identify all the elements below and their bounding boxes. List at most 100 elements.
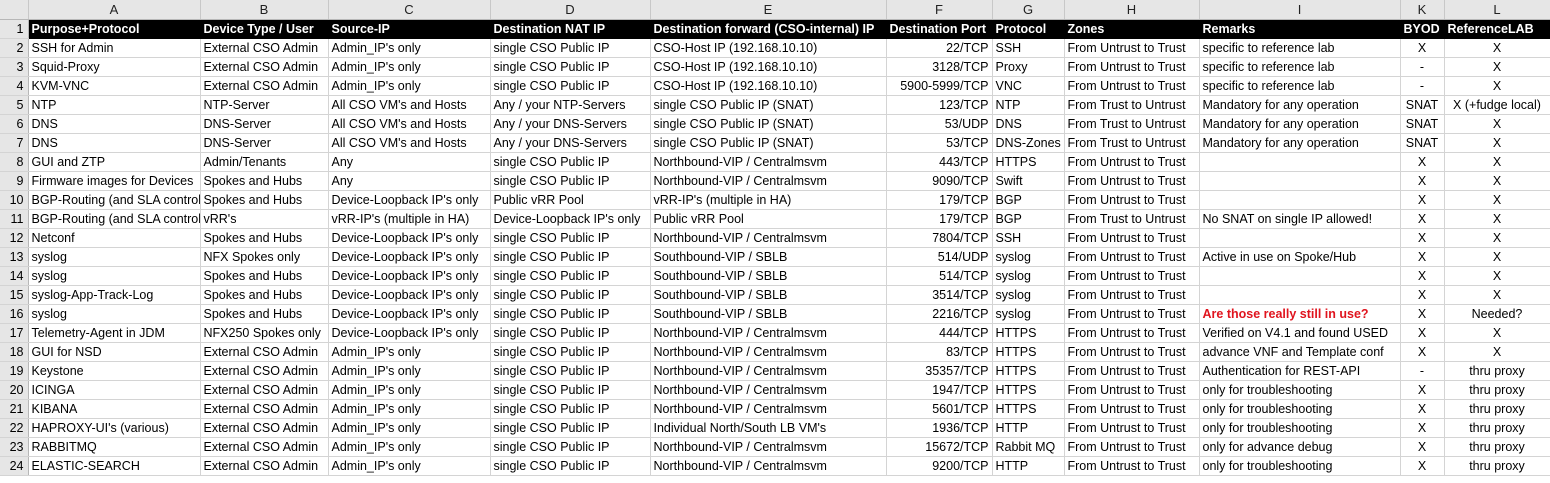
table-cell[interactable]: Any / your DNS-Servers (490, 133, 651, 153)
table-cell[interactable]: DNS-Zones (992, 133, 1065, 153)
table-cell[interactable]: X (1444, 57, 1550, 77)
table-cell[interactable]: Admin_IP's only (328, 437, 491, 457)
table-cell[interactable]: External CSO Admin (200, 418, 329, 438)
table-cell[interactable]: single CSO Public IP (490, 380, 651, 400)
table-cell[interactable]: X (1444, 190, 1550, 210)
table-cell[interactable]: SSH (992, 38, 1065, 58)
table-cell[interactable]: - (1400, 57, 1445, 77)
table-cell[interactable]: X (1400, 399, 1445, 419)
table-cell[interactable]: Spokes and Hubs (200, 190, 329, 210)
table-cell[interactable]: DNS-Server (200, 133, 329, 153)
table-cell[interactable]: 2216/TCP (886, 304, 993, 324)
table-cell[interactable]: HTTPS (992, 342, 1065, 362)
table-cell[interactable]: X (1400, 342, 1445, 362)
header-cell[interactable]: Remarks (1199, 19, 1401, 39)
row-number[interactable]: 18 (0, 342, 29, 362)
row-number[interactable]: 24 (0, 456, 29, 476)
table-cell[interactable]: X (1400, 285, 1445, 305)
table-cell[interactable]: X (1444, 228, 1550, 248)
table-cell[interactable]: Rabbit MQ (992, 437, 1065, 457)
table-cell[interactable]: BGP-Routing (and SLA control (28, 209, 201, 229)
table-cell[interactable]: From Untrust to Trust (1064, 323, 1200, 343)
table-cell[interactable]: Admin_IP's only (328, 57, 491, 77)
table-cell[interactable]: Northbound-VIP / Centralmsvm (650, 323, 887, 343)
table-cell[interactable]: 514/TCP (886, 266, 993, 286)
table-cell[interactable]: 3514/TCP (886, 285, 993, 305)
table-cell[interactable]: Southbound-VIP / SBLB (650, 266, 887, 286)
table-cell[interactable]: DNS (28, 114, 201, 134)
table-cell[interactable]: specific to reference lab (1199, 57, 1401, 77)
table-cell[interactable]: X (1444, 266, 1550, 286)
table-cell[interactable]: 3128/TCP (886, 57, 993, 77)
table-cell[interactable]: CSO-Host IP (192.168.10.10) (650, 76, 887, 96)
table-cell[interactable]: HTTP (992, 456, 1065, 476)
table-cell[interactable]: specific to reference lab (1199, 76, 1401, 96)
table-cell[interactable]: Device-Loopback IP's only (328, 190, 491, 210)
table-cell[interactable]: Admin_IP's only (328, 38, 491, 58)
table-cell[interactable]: Authentication for REST-API (1199, 361, 1401, 381)
table-cell[interactable]: Spokes and Hubs (200, 304, 329, 324)
table-cell[interactable]: X (1444, 152, 1550, 172)
table-cell[interactable] (1199, 228, 1401, 248)
row-number[interactable]: 1 (0, 19, 29, 39)
row-number[interactable]: 19 (0, 361, 29, 381)
table-cell[interactable]: HTTPS (992, 399, 1065, 419)
column-header-c[interactable]: C (328, 0, 491, 20)
table-cell[interactable]: From Untrust to Trust (1064, 76, 1200, 96)
table-cell[interactable]: Northbound-VIP / Centralmsvm (650, 380, 887, 400)
table-cell[interactable]: External CSO Admin (200, 342, 329, 362)
table-cell[interactable]: SNAT (1400, 114, 1445, 134)
table-cell[interactable]: syslog (992, 285, 1065, 305)
table-cell[interactable]: X (1444, 114, 1550, 134)
table-cell[interactable]: single CSO Public IP (SNAT) (650, 95, 887, 115)
table-cell[interactable]: X (1444, 342, 1550, 362)
table-cell[interactable]: Admin_IP's only (328, 380, 491, 400)
table-cell[interactable]: From Untrust to Trust (1064, 418, 1200, 438)
table-cell[interactable]: 514/UDP (886, 247, 993, 267)
table-cell[interactable]: From Untrust to Trust (1064, 285, 1200, 305)
table-cell[interactable]: Northbound-VIP / Centralmsvm (650, 399, 887, 419)
table-cell[interactable]: NTP-Server (200, 95, 329, 115)
table-cell[interactable]: X (1400, 437, 1445, 457)
row-number[interactable]: 7 (0, 133, 29, 153)
table-cell[interactable]: From Untrust to Trust (1064, 399, 1200, 419)
table-cell[interactable]: SSH for Admin (28, 38, 201, 58)
table-cell[interactable]: ELASTIC-SEARCH (28, 456, 201, 476)
table-cell[interactable]: only for advance debug (1199, 437, 1401, 457)
select-all-corner[interactable] (0, 0, 29, 20)
table-cell[interactable]: From Trust to Untrust (1064, 114, 1200, 134)
table-cell[interactable]: Mandatory for any operation (1199, 133, 1401, 153)
row-number[interactable]: 9 (0, 171, 29, 191)
table-cell[interactable]: Spokes and Hubs (200, 171, 329, 191)
table-cell[interactable]: From Untrust to Trust (1064, 456, 1200, 476)
table-cell[interactable]: Device-Loopback IP's only (328, 266, 491, 286)
table-cell[interactable]: Admin_IP's only (328, 76, 491, 96)
table-cell[interactable]: Device-Loopback IP's only (328, 228, 491, 248)
table-cell[interactable]: Any (328, 152, 491, 172)
table-cell[interactable]: ICINGA (28, 380, 201, 400)
table-cell[interactable]: Admin_IP's only (328, 399, 491, 419)
header-cell[interactable]: ReferenceLAB (1444, 19, 1550, 39)
table-cell[interactable]: Proxy (992, 57, 1065, 77)
table-cell[interactable]: All CSO VM's and Hosts (328, 95, 491, 115)
table-cell[interactable]: X (+fudge local) (1444, 95, 1550, 115)
table-cell[interactable] (1199, 190, 1401, 210)
table-cell[interactable]: Northbound-VIP / Centralmsvm (650, 456, 887, 476)
table-cell[interactable]: HAPROXY-UI's (various) (28, 418, 201, 438)
table-cell[interactable]: From Untrust to Trust (1064, 361, 1200, 381)
row-number[interactable]: 11 (0, 209, 29, 229)
table-cell[interactable]: 83/TCP (886, 342, 993, 362)
table-cell[interactable]: From Untrust to Trust (1064, 247, 1200, 267)
row-number[interactable]: 4 (0, 76, 29, 96)
table-cell[interactable] (1199, 171, 1401, 191)
table-cell[interactable]: - (1400, 76, 1445, 96)
table-cell[interactable]: Northbound-VIP / Centralmsvm (650, 437, 887, 457)
table-cell[interactable]: Spokes and Hubs (200, 228, 329, 248)
table-cell[interactable]: X (1444, 209, 1550, 229)
table-cell[interactable]: only for troubleshooting (1199, 456, 1401, 476)
table-cell[interactable]: X (1400, 152, 1445, 172)
table-cell[interactable]: single CSO Public IP (490, 304, 651, 324)
table-cell[interactable]: 179/TCP (886, 209, 993, 229)
table-cell[interactable]: Squid-Proxy (28, 57, 201, 77)
table-cell[interactable]: Public vRR Pool (490, 190, 651, 210)
